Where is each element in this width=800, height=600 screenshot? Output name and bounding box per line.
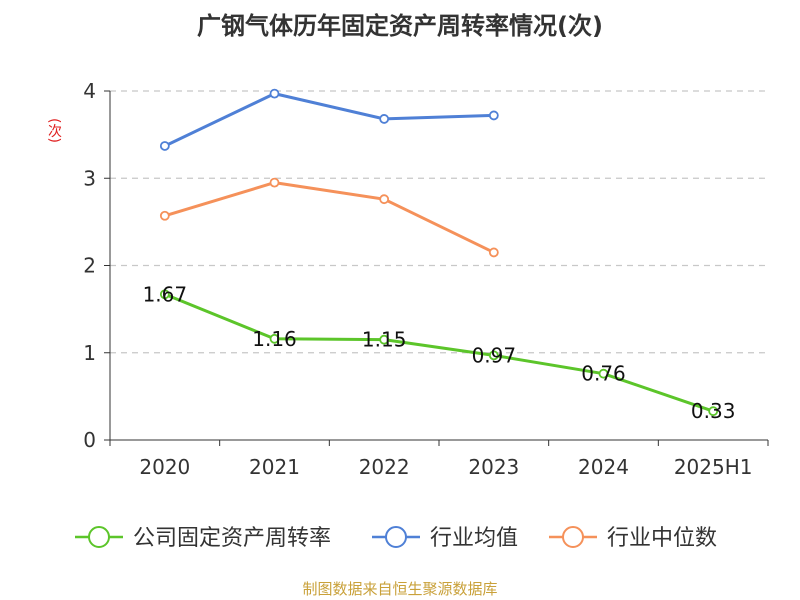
y-tick-label: 4 xyxy=(83,79,96,103)
legend: 公司固定资产周转率 行业均值 行业中位数 xyxy=(75,526,717,551)
data-point xyxy=(379,114,390,124)
series-group xyxy=(159,88,719,417)
legend-label: 行业中位数 xyxy=(607,526,717,551)
data-point xyxy=(269,333,280,344)
series-line-2 xyxy=(164,181,495,254)
data-labels: 1.67 1.16 1.15 0.97 0.76 0.33 xyxy=(143,282,736,423)
data-point xyxy=(159,141,170,151)
legend-marker xyxy=(385,526,407,548)
x-tick-label: 2023 xyxy=(468,455,519,479)
data-point xyxy=(488,110,499,121)
data-point xyxy=(708,406,719,417)
data-point xyxy=(488,247,499,258)
data-label: 1.15 xyxy=(362,328,407,352)
legend-marker xyxy=(562,526,584,548)
data-point xyxy=(269,177,280,188)
series-line-0 xyxy=(164,292,714,413)
y-tick-label: 0 xyxy=(83,428,96,452)
data-label: 0.76 xyxy=(581,362,626,386)
data-label: 0.33 xyxy=(691,399,736,423)
y-tick-label: 3 xyxy=(83,166,96,190)
y-axis-label: (次) xyxy=(46,117,62,143)
chart-title: 广钢气体历年固定资产周转率情况(次) xyxy=(197,12,603,40)
axes: 0 1 2 3 4 2020 2021 2022 2023 2024 2025H1 xyxy=(83,79,769,479)
x-tick-label: 2024 xyxy=(578,455,629,479)
data-point xyxy=(598,368,609,379)
y-tick-label: 2 xyxy=(83,254,96,278)
legend-label: 公司固定资产周转率 xyxy=(133,526,331,551)
data-point xyxy=(159,210,170,221)
data-point xyxy=(269,88,280,99)
data-point xyxy=(379,194,390,205)
data-source-note: 制图数据来自恒生聚源数据库 xyxy=(302,580,498,598)
data-point xyxy=(379,334,390,345)
x-tick-label: 2020 xyxy=(139,455,190,479)
x-tick-label: 2021 xyxy=(249,455,300,479)
x-tick-label: 2025H1 xyxy=(674,455,753,479)
x-tick-label: 2022 xyxy=(359,455,410,479)
data-point xyxy=(488,350,499,361)
data-point xyxy=(159,289,170,300)
data-label: 0.97 xyxy=(472,343,517,367)
series-line-1 xyxy=(164,92,494,148)
y-tick-label: 1 xyxy=(83,341,96,365)
data-label: 1.67 xyxy=(143,282,188,306)
legend-marker xyxy=(88,526,110,548)
data-label: 1.16 xyxy=(252,327,297,351)
legend-label: 行业均值 xyxy=(430,526,518,551)
